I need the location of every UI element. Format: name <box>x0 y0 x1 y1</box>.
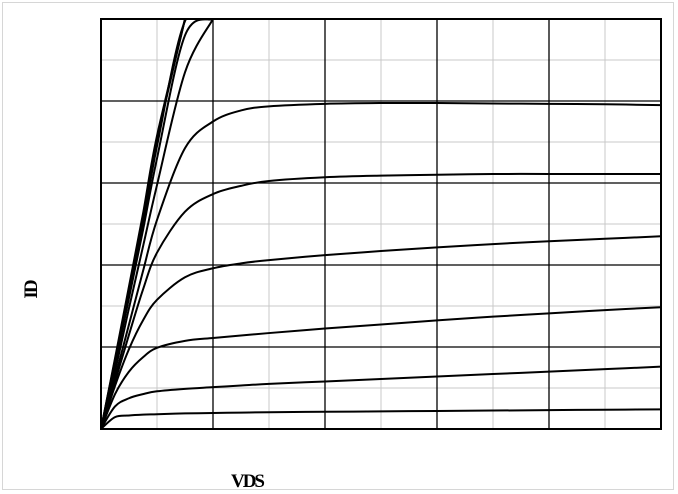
series-line-6 <box>101 101 661 429</box>
series-line-2 <box>101 365 661 429</box>
series-line-4 <box>101 235 661 429</box>
series-line-3 <box>101 306 661 429</box>
plot-border <box>100 18 662 430</box>
series-layer <box>101 19 661 429</box>
grid-major <box>101 19 661 429</box>
series-line-7 <box>101 19 214 429</box>
series-line-5 <box>101 172 661 429</box>
chart-frame <box>2 2 674 490</box>
grid-minor <box>101 19 661 429</box>
series-line-11 <box>101 19 186 429</box>
x-axis-label: VDS <box>231 471 264 492</box>
series-line-1 <box>101 408 661 429</box>
y-axis-label: ID <box>21 280 42 298</box>
